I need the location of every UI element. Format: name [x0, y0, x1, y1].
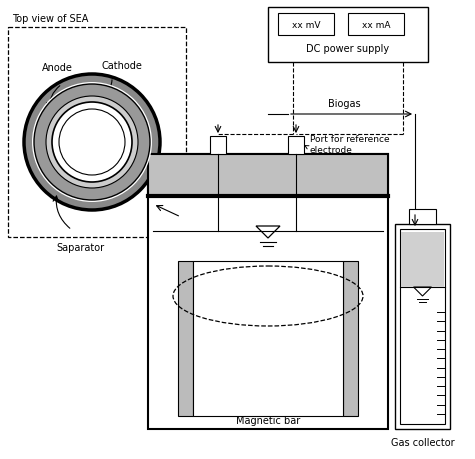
Bar: [148, 155, 388, 429]
Text: Anode: Anode: [42, 63, 72, 73]
Text: Saparator: Saparator: [56, 242, 104, 252]
Circle shape: [32, 83, 152, 202]
Text: Cathode: Cathode: [102, 61, 142, 71]
Text: Top view of SEA: Top view of SEA: [12, 14, 88, 24]
Bar: [400, 230, 445, 424]
Bar: [343, 262, 358, 416]
Bar: [348, 14, 404, 36]
Text: Biogas: Biogas: [328, 99, 361, 109]
Bar: [228, 399, 308, 411]
Text: xx mA: xx mA: [362, 21, 390, 29]
Circle shape: [34, 85, 150, 201]
Bar: [401, 233, 444, 287]
Bar: [409, 210, 436, 224]
Bar: [210, 137, 226, 155]
Bar: [8, 28, 186, 237]
Text: xx mV: xx mV: [292, 21, 320, 29]
Text: Port for reference
electrode: Port for reference electrode: [304, 135, 390, 154]
Circle shape: [46, 97, 138, 189]
Circle shape: [52, 103, 132, 183]
Bar: [193, 262, 343, 416]
Text: Magnetic bar: Magnetic bar: [236, 415, 300, 425]
Circle shape: [59, 110, 125, 176]
Text: DC power supply: DC power supply: [306, 44, 390, 54]
Bar: [288, 137, 304, 155]
Bar: [148, 155, 388, 196]
Text: Gas collector: Gas collector: [390, 437, 454, 447]
Bar: [278, 14, 334, 36]
Bar: [395, 224, 450, 429]
Circle shape: [24, 75, 160, 211]
Bar: [178, 262, 193, 416]
Bar: [268, 8, 428, 63]
